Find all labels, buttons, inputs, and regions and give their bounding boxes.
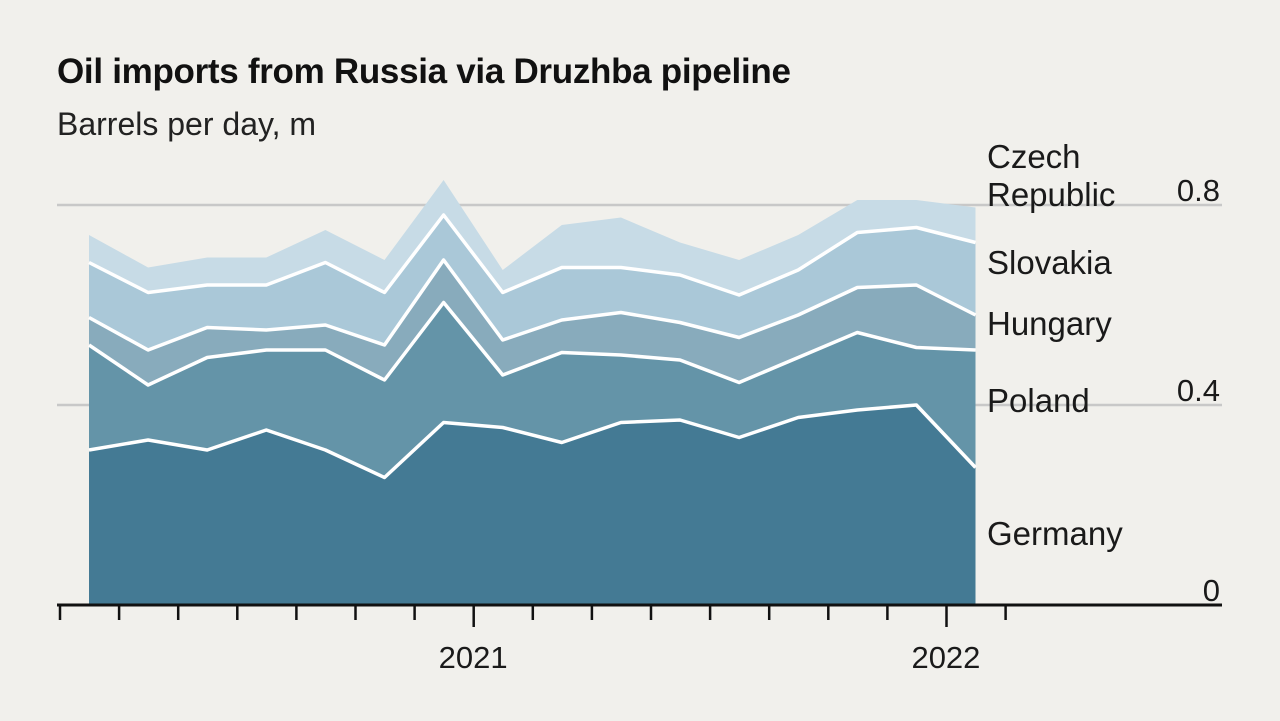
chart-subtitle: Barrels per day, m (57, 106, 317, 142)
series-label-slovakia: Slovakia (987, 244, 1112, 281)
series-boundary-line (88, 213, 976, 297)
y-tick-label: 0.8 (1177, 173, 1220, 208)
area-czech-republic (89, 180, 976, 295)
series-label-poland: Poland (987, 382, 1090, 419)
area-poland (89, 302, 976, 478)
area-germany (89, 405, 976, 605)
series-boundary-line (88, 258, 977, 352)
series-label-germany: Germany (987, 515, 1123, 552)
chart-title: Oil imports from Russia via Druzhba pipe… (57, 52, 791, 91)
area-slovakia (89, 215, 976, 350)
series-boundary-line (88, 403, 977, 480)
series-label-czech-republic: Czech Republic (987, 138, 1115, 213)
y-tick-label: 0 (1203, 573, 1220, 608)
area-hungary (89, 260, 976, 385)
y-tick-label: 0.4 (1177, 373, 1220, 408)
series-label-hungary: Hungary (987, 305, 1112, 342)
x-tick-label: 2022 (911, 640, 980, 675)
series-boundary-line (88, 300, 976, 387)
x-tick-label: 2021 (439, 640, 508, 675)
